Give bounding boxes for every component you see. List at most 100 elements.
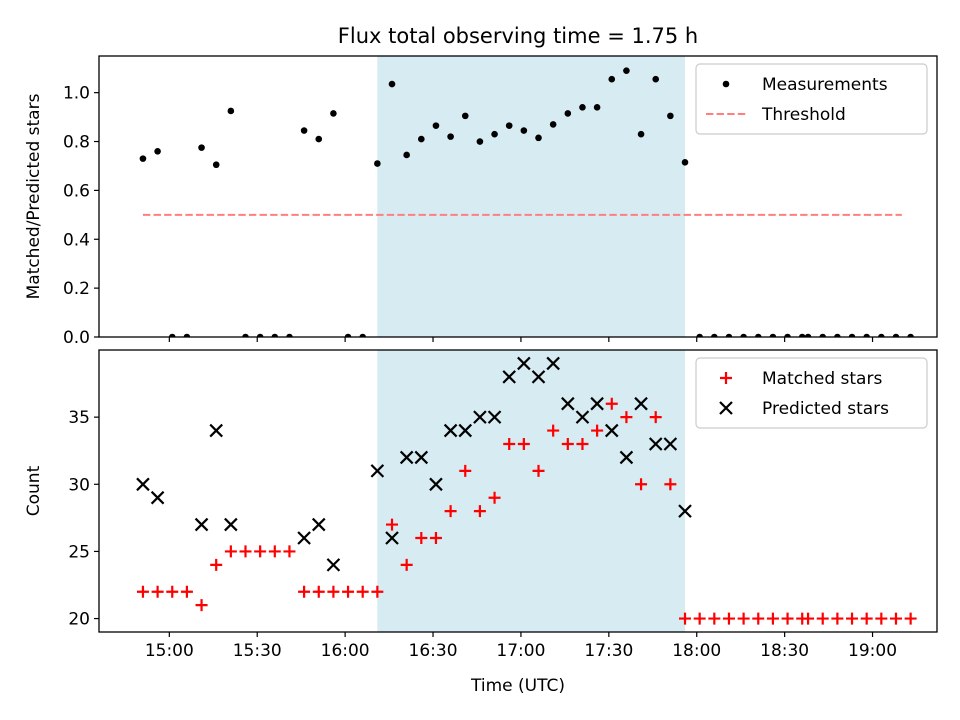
data-point xyxy=(520,127,528,134)
data-point xyxy=(623,67,630,74)
top-panel: 0.0 0.2 0.4 0.6 0.8 1.0 Matched/Predicted star… xyxy=(24,55,938,348)
x-tick-label: 17:30 xyxy=(584,641,633,661)
data-point xyxy=(696,333,703,337)
data-point xyxy=(737,612,750,625)
data-point xyxy=(664,478,677,491)
data-point xyxy=(183,333,191,337)
data-point xyxy=(154,147,161,155)
data-point xyxy=(663,437,678,451)
data-point xyxy=(652,75,660,83)
data-point xyxy=(400,558,413,571)
data-point xyxy=(804,333,812,337)
data-point xyxy=(224,545,237,558)
data-point xyxy=(579,104,586,111)
data-point xyxy=(517,356,531,371)
data-point xyxy=(286,333,293,337)
series-measurements xyxy=(139,67,914,337)
x-tick-label: 16:00 xyxy=(321,641,370,661)
data-point xyxy=(212,161,220,169)
data-point xyxy=(268,545,281,558)
data-point xyxy=(473,505,486,518)
data-point xyxy=(604,423,619,438)
data-point xyxy=(781,612,794,625)
data-point xyxy=(180,585,193,598)
data-point xyxy=(848,333,856,337)
data-point xyxy=(591,424,604,437)
data-point xyxy=(491,130,498,138)
y-tick-label: 0.2 xyxy=(63,279,90,299)
data-point xyxy=(802,612,815,625)
data-point xyxy=(634,396,648,411)
legend: Measurements Threshold xyxy=(695,63,928,135)
data-point xyxy=(517,438,530,450)
data-point xyxy=(198,144,205,151)
data-point xyxy=(564,110,572,117)
bottom-panel: 20 25 30 35 15:00 15:30 16:00 16:30 17:00 17:30 18… xyxy=(24,349,938,696)
data-point xyxy=(461,112,469,120)
legend-handle xyxy=(720,372,732,384)
legend-label: Predicted stars xyxy=(762,399,889,419)
x-tick-label: 19:00 xyxy=(848,641,897,661)
data-point xyxy=(444,505,457,518)
data-point xyxy=(531,370,546,384)
data-point xyxy=(356,585,369,598)
legend-label: Threshold xyxy=(761,105,846,125)
data-point xyxy=(326,558,341,572)
y-tick-label: 0.8 xyxy=(63,133,90,153)
y-axis-label: Matched/Predicted stars xyxy=(24,93,44,299)
data-point xyxy=(414,450,429,465)
data-point xyxy=(725,333,733,337)
data-point xyxy=(620,411,633,424)
y-tick-label: 25 xyxy=(68,542,90,562)
data-point xyxy=(399,450,414,465)
data-point xyxy=(608,75,616,83)
plot-area xyxy=(136,356,917,625)
data-point xyxy=(831,612,844,625)
data-point xyxy=(878,333,885,337)
data-point xyxy=(875,612,888,625)
y-tick-label: 0.4 xyxy=(63,230,90,250)
y-tick-label: 0.0 xyxy=(63,328,90,348)
data-point xyxy=(298,585,311,598)
plot-area xyxy=(139,67,914,337)
legend-box xyxy=(695,63,928,135)
data-point xyxy=(907,333,914,337)
data-point xyxy=(819,333,827,337)
data-point xyxy=(403,151,410,159)
data-point xyxy=(459,464,472,477)
data-point xyxy=(151,585,164,598)
axes-frame xyxy=(98,349,938,633)
data-point xyxy=(342,585,355,598)
data-point xyxy=(239,545,252,558)
data-point xyxy=(370,464,385,478)
data-point xyxy=(798,333,806,337)
shaded-interval xyxy=(377,56,686,337)
data-point xyxy=(254,545,267,558)
data-point xyxy=(619,450,634,465)
data-point xyxy=(209,423,223,438)
series-predicted-stars xyxy=(136,356,692,572)
data-point xyxy=(242,333,249,337)
data-point xyxy=(649,411,662,424)
data-point xyxy=(576,438,589,450)
data-point xyxy=(708,612,721,625)
data-point xyxy=(711,333,718,337)
data-point xyxy=(166,585,179,598)
data-point xyxy=(904,612,917,625)
data-point xyxy=(766,612,779,625)
data-point xyxy=(429,532,442,544)
data-point xyxy=(344,333,352,337)
data-point xyxy=(752,612,765,625)
legend-handle xyxy=(722,80,730,88)
data-point xyxy=(374,160,381,167)
data-point xyxy=(784,333,791,337)
legend-handle xyxy=(719,401,733,415)
data-point xyxy=(330,110,337,117)
figure-title: Flux total observing time = 1.75 h xyxy=(338,24,698,48)
data-point xyxy=(590,396,604,411)
data-point xyxy=(150,490,165,505)
data-point xyxy=(224,517,238,532)
data-point xyxy=(892,333,900,337)
data-point xyxy=(561,396,575,411)
data-point xyxy=(575,410,590,424)
